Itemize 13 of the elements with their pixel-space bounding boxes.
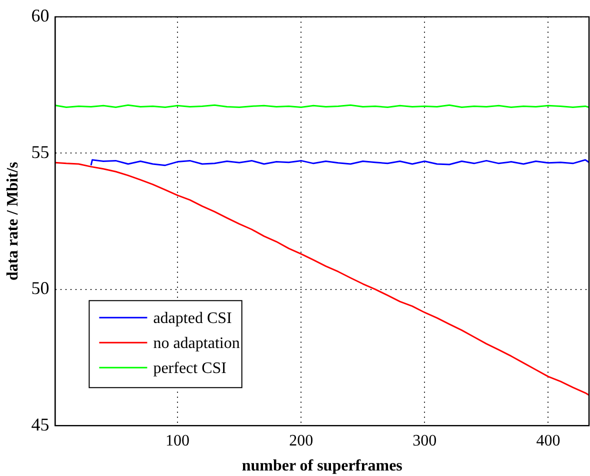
legend-label: adapted CSI <box>153 310 232 327</box>
y-tick-label: 45 <box>31 414 50 434</box>
y-tick-label: 55 <box>31 142 50 162</box>
legend-label: perfect CSI <box>153 360 227 377</box>
x-axis-title: number of superframes <box>242 458 402 475</box>
x-tick-label: 400 <box>536 432 560 450</box>
y-tick-label: 60 <box>31 6 50 26</box>
y-axis-title: data rate / Mbit/s <box>4 162 22 281</box>
x-tick-label: 300 <box>412 432 437 450</box>
x-tick-label: 100 <box>166 432 190 450</box>
y-tick-label: 50 <box>31 278 50 298</box>
legend-label: no adaptation <box>153 334 240 352</box>
x-tick-label: 200 <box>289 432 314 450</box>
